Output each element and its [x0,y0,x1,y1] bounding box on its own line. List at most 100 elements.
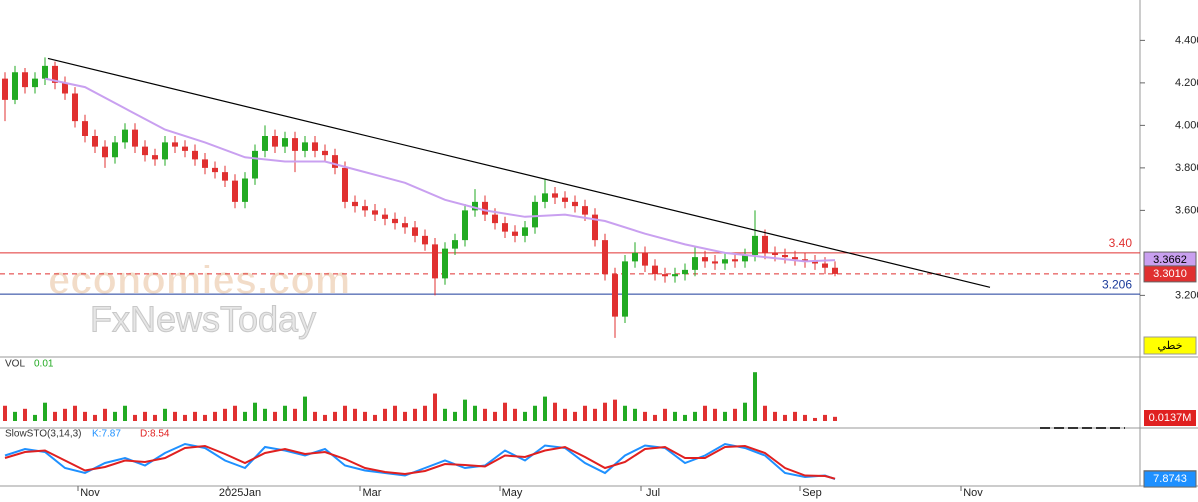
candle-body [12,72,18,100]
candle-body [212,167,218,173]
volume-bar [393,405,397,421]
candle-body [62,82,68,94]
volume-bar [143,411,147,421]
volume-bar [63,408,67,421]
volume-value: 0.0137M [1149,412,1192,424]
candle-body [412,227,418,236]
candle-body [792,257,798,260]
volume-bar [623,405,627,421]
candle-body [182,146,188,151]
volume-bar [233,405,237,421]
candle-body [172,142,178,147]
volume-bar [203,414,207,421]
candle-body [542,193,548,202]
candle-body [402,223,408,228]
volume-bar [413,408,417,421]
candle-body [292,138,298,151]
candle-body [432,244,438,279]
candle-body [382,214,388,219]
candle-body [492,214,498,224]
candle-body [102,146,108,158]
candle-body [372,210,378,215]
volume-bar [693,411,697,421]
candle-body [272,136,278,147]
candle-body [142,146,148,156]
volume-bar [433,393,437,421]
candle-body [242,178,248,202]
candle-body [462,210,468,241]
candle-body [822,263,828,268]
candle-body [422,235,428,245]
candle-body [522,227,528,236]
volume-bar [383,408,387,421]
volume-bar [823,414,827,421]
volume-bar [603,402,607,421]
x-tick-label: Nov [80,487,100,499]
candle-body [672,274,678,277]
volume-bar [793,411,797,421]
scale-button[interactable] [1143,336,1197,355]
candle-body [202,159,208,168]
volume-bar [103,408,107,421]
volume-bar [753,372,757,421]
volume-bar [353,408,357,421]
candle-body [52,65,58,83]
volume-bar [293,408,297,421]
volume-bar [493,411,497,421]
candle-body [442,248,448,279]
volume-bar [133,414,137,421]
candle-body [232,180,238,202]
candle-body [742,255,748,262]
volume-bar [273,411,277,421]
candle-body [532,201,538,228]
candle-body [392,218,398,224]
candle-body [2,78,8,100]
volume-bar [513,408,517,421]
candle-body [812,261,818,264]
volume-bar [173,411,177,421]
volume-bar [343,405,347,421]
candle-body [762,235,768,253]
candle-body [602,240,608,275]
moving-average [44,77,836,263]
candle-body [332,155,338,168]
volume-bar [193,411,197,421]
volume-bar [33,414,37,421]
y-tick-label: 3.6000 [1175,204,1198,216]
volume-bar [523,411,527,421]
volume-bar [533,405,537,421]
last-price-box [1143,265,1197,283]
volume-bar [323,414,327,421]
x-tick-label: Jul [646,487,660,499]
candle-body [112,142,118,158]
x-tick-label: May [502,487,523,499]
volume-bar [53,411,57,421]
volume-bar [773,411,777,421]
volume-bar [443,408,447,421]
candle-body [802,259,808,262]
candle-body [282,138,288,147]
candle-body [312,142,318,151]
volume-bar [113,411,117,421]
volume-bar [683,414,687,421]
volume-bar [573,411,577,421]
candle-body [582,206,588,215]
candle-body [342,167,348,202]
candle-body [192,150,198,160]
volume-bar [73,405,77,421]
volume-bar [633,408,637,421]
volume-bar [673,411,677,421]
candle-body [512,231,518,236]
candle-body [562,197,568,202]
candle-body [322,150,328,156]
candle-body [352,201,358,207]
stoch-k [4,442,836,481]
volume-bar [123,405,127,421]
candle-body [722,259,728,264]
volume-bar [253,402,257,421]
candle-body [482,201,488,215]
scale-button-label[interactable]: خطي [1158,340,1183,352]
candle-body [32,78,38,88]
volume-bar [333,411,337,421]
candle-body [652,265,658,275]
